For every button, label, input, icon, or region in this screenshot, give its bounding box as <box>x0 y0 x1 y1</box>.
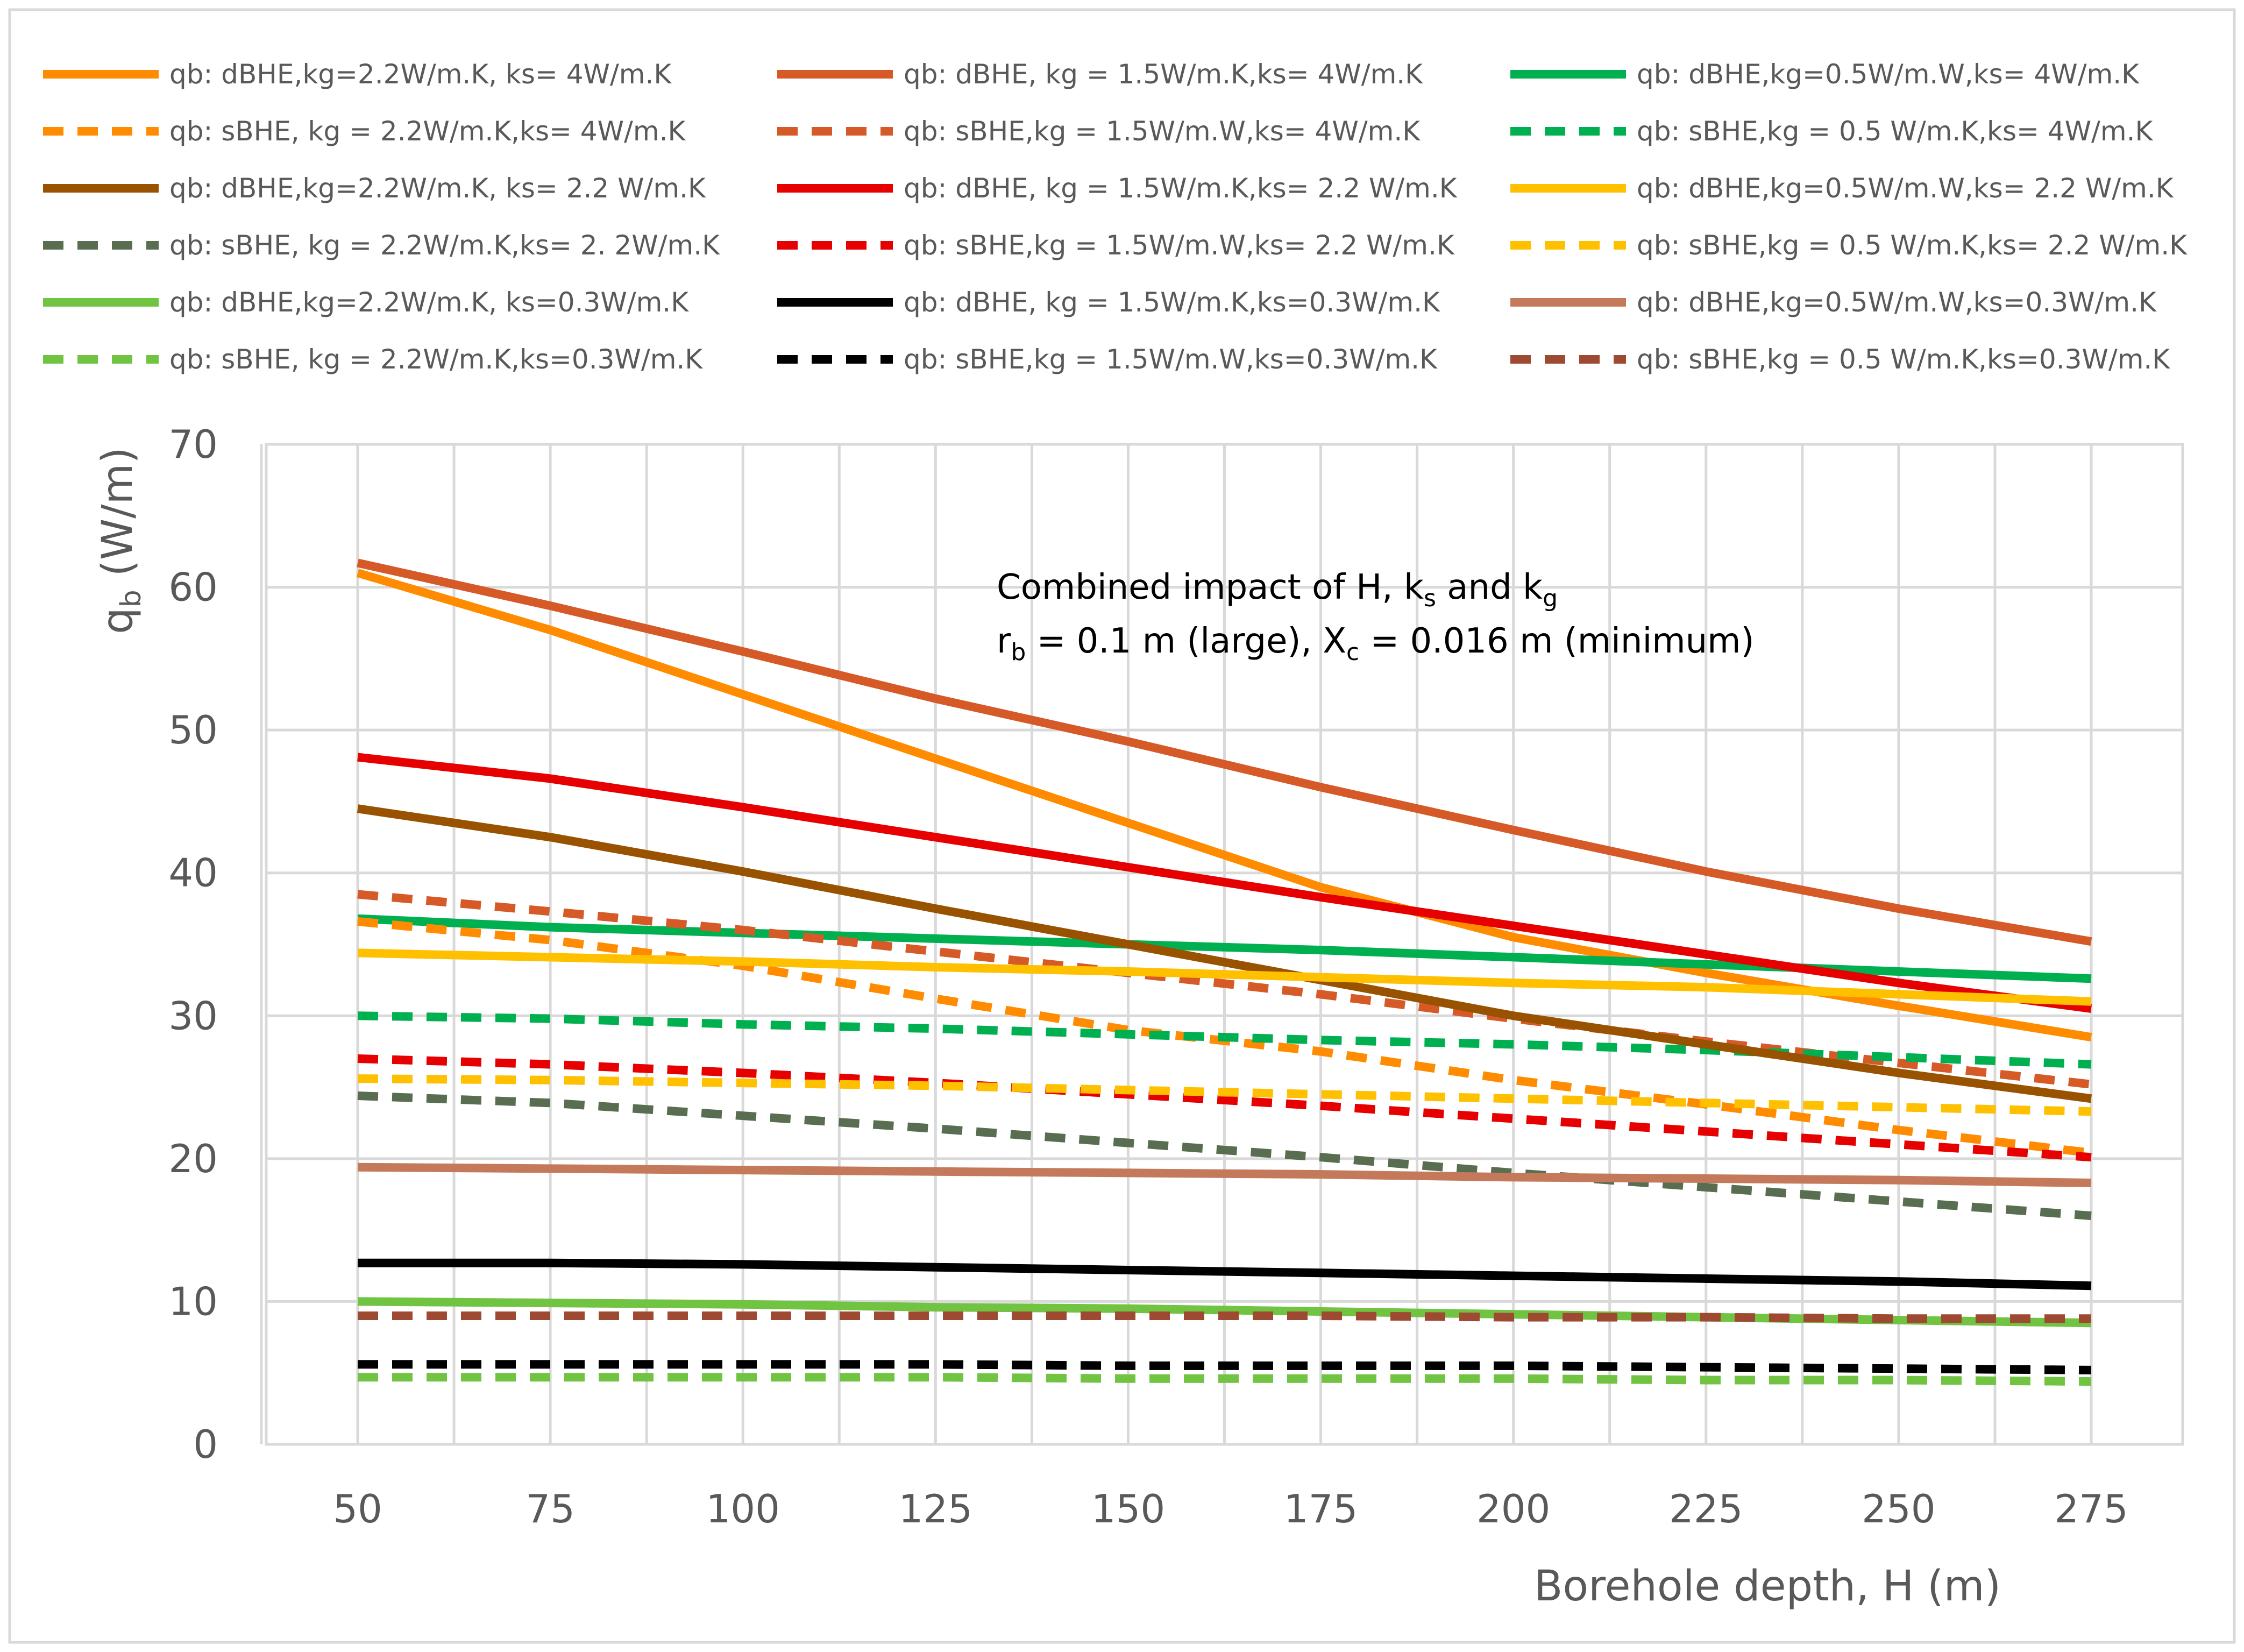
x-tick-label: 275 <box>2054 1486 2128 1532</box>
legend-label-14: qb: dBHE, kg = 1.5W/m.K,ks=0.3W/m.K <box>904 287 1440 318</box>
annotation-line-1-a: Combined impact of H, k <box>997 568 1424 607</box>
annotation-line-2-b: = 0.1 m (large), X <box>1026 621 1346 661</box>
x-tick-label: 150 <box>1091 1486 1165 1532</box>
y-tick-label: 60 <box>168 565 218 610</box>
annotation-line-2-a: r <box>997 621 1011 661</box>
legend-label-5: qb: sBHE,kg = 1.5W/m.W,ks= 4W/m.K <box>904 116 1421 147</box>
y-axis-tick-labels: 0 10 20 30 40 50 60 70 <box>168 422 218 1467</box>
legend-label-1: qb: dBHE,kg=2.2W/m.K, ks= 4W/m.K <box>169 59 672 90</box>
series-line-5 <box>357 890 2092 1089</box>
legend: qb: dBHE,kg=2.2W/m.K, ks= 4W/m.K qb: dBHE… <box>43 59 2188 375</box>
y-tick-label: 70 <box>168 422 218 467</box>
annotation-line-1-b: and k <box>1436 568 1543 607</box>
annotation-line-2-sub-1: b <box>1011 639 1026 666</box>
series-line-13 <box>357 1297 2092 1328</box>
series-line-14 <box>358 1258 2092 1291</box>
series-lines <box>356 558 2092 1386</box>
chart-outer-frame <box>8 8 2236 1644</box>
y-tick-label: 10 <box>168 1279 218 1324</box>
series-line-9 <box>357 948 2092 1006</box>
y-axis-title-subscript: b <box>115 590 147 607</box>
legend-label-17: qb: sBHE,kg = 1.5W/m.W,ks=0.3W/m.K <box>904 344 1438 375</box>
series-line-7 <box>357 804 2092 1103</box>
x-tick-label: 175 <box>1284 1486 1358 1532</box>
annotation-line-1: Combined impact of H, ks and kg <box>997 568 1558 612</box>
series-line-2 <box>357 558 2092 946</box>
x-tick-label: 250 <box>1862 1486 1935 1532</box>
annotation-line-2: rb = 0.1 m (large), Xc = 0.016 m (minimu… <box>997 621 1754 666</box>
legend-label-6: qb: sBHE,kg = 0.5 W/m.K,ks= 4W/m.K <box>1637 116 2153 147</box>
y-axis-title: qb (W/m) <box>94 447 147 634</box>
series-line-16 <box>358 1373 2092 1386</box>
x-tick-label: 50 <box>333 1486 382 1532</box>
series-line-10 <box>357 1091 2092 1221</box>
series-line-17 <box>358 1360 2092 1374</box>
legend-label-9: qb: dBHE,kg=0.5W/m.W,ks= 2.2 W/m.K <box>1637 173 2174 204</box>
annotation-line-2-sub-2: c <box>1346 639 1359 666</box>
legend-label-15: qb: dBHE,kg=0.5W/m.W,ks=0.3W/m.K <box>1637 287 2157 318</box>
y-axis-title-rest: (W/m) <box>94 447 142 590</box>
y-tick-label: 50 <box>168 707 218 753</box>
x-tick-label: 125 <box>899 1486 972 1532</box>
legend-label-11: qb: sBHE,kg = 1.5W/m.W,ks= 2.2 W/m.K <box>904 230 1455 261</box>
y-tick-label: 30 <box>168 993 218 1038</box>
plot-area-frame <box>265 443 2184 1446</box>
legend-label-7: qb: dBHE,kg=2.2W/m.K, ks= 2.2 W/m.K <box>169 173 706 204</box>
y-tick-label: 0 <box>193 1422 218 1467</box>
series-line-12 <box>357 1074 2092 1116</box>
series-line-18 <box>358 1311 2091 1323</box>
annotation-line-2-c: = 0.016 m (minimum) <box>1359 621 1754 661</box>
x-axis-tick-labels: 50 75 100 125 150 175 200 225 250 275 <box>333 1486 2128 1532</box>
x-tick-label: 200 <box>1476 1486 1550 1532</box>
legend-label-4: qb: sBHE, kg = 2.2W/m.K,ks= 4W/m.K <box>169 116 686 147</box>
series-line-11 <box>357 1054 2092 1162</box>
x-tick-label: 75 <box>526 1486 575 1532</box>
annotation-line-1-sub-2: g <box>1543 585 1558 612</box>
series-line-6 <box>357 1011 2092 1069</box>
series-line-15 <box>357 1162 2092 1187</box>
legend-label-10: qb: sBHE, kg = 2.2W/m.K,ks= 2. 2W/m.K <box>169 230 720 261</box>
legend-label-16: qb: sBHE, kg = 2.2W/m.K,ks=0.3W/m.K <box>169 344 703 375</box>
legend-label-8: qb: dBHE, kg = 1.5W/m.K,ks= 2.2 W/m.K <box>904 173 1458 204</box>
x-axis-title: Borehole depth, H (m) <box>1534 1562 2001 1611</box>
legend-label-18: qb: sBHE,kg = 0.5 W/m.K,ks=0.3W/m.K <box>1637 344 2170 375</box>
legend-label-3: qb: dBHE,kg=0.5W/m.W,ks= 4W/m.K <box>1637 59 2140 90</box>
x-tick-label: 225 <box>1669 1486 1743 1532</box>
y-tick-label: 20 <box>168 1136 218 1181</box>
legend-label-12: qb: sBHE,kg = 0.5 W/m.K,ks= 2.2 W/m.K <box>1637 230 2188 261</box>
annotation-line-1-sub-1: s <box>1424 585 1436 612</box>
legend-label-13: qb: dBHE,kg=2.2W/m.K, ks=0.3W/m.K <box>169 287 689 318</box>
series-line-8 <box>357 753 2092 1013</box>
x-tick-label: 100 <box>706 1486 780 1532</box>
y-tick-label: 40 <box>168 850 218 896</box>
legend-label-2: qb: dBHE, kg = 1.5W/m.K,ks= 4W/m.K <box>904 59 1423 90</box>
y-axis-title-main: q <box>94 607 142 634</box>
